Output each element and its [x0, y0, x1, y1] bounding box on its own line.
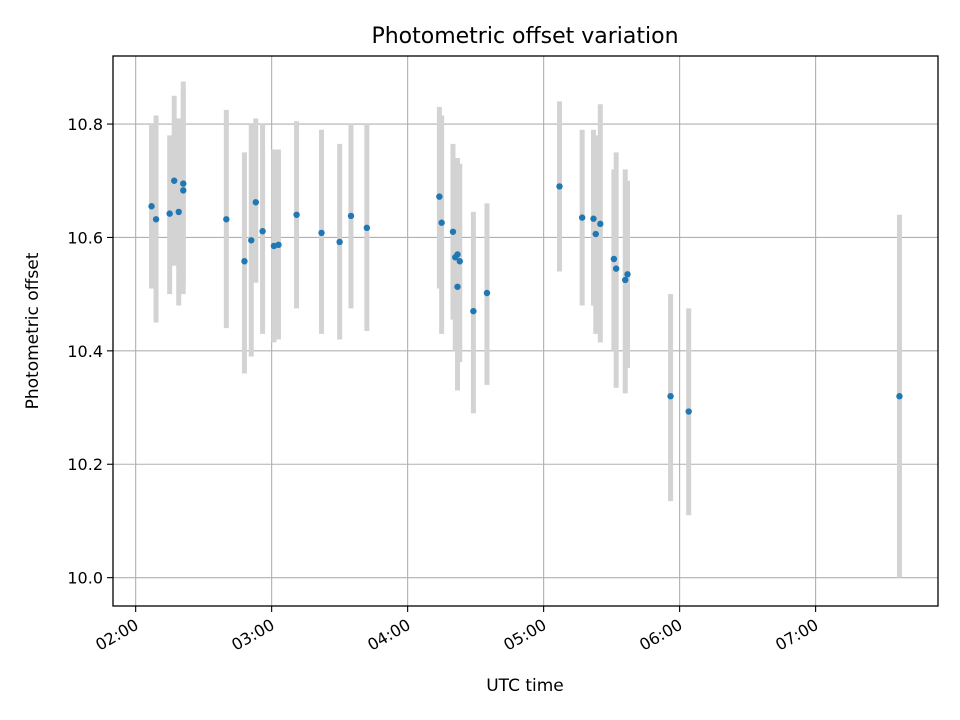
data-point	[685, 408, 692, 415]
y-tick-label: 10.8	[67, 115, 103, 134]
data-point	[363, 224, 371, 232]
y-tick-label: 10.4	[67, 342, 103, 361]
data-point	[170, 177, 178, 184]
data-point	[275, 241, 282, 249]
data-point	[166, 210, 173, 217]
data-point	[667, 393, 674, 400]
data-point	[152, 216, 160, 223]
y-tick-label: 10.0	[67, 569, 103, 588]
data-point	[259, 228, 266, 235]
data-point	[252, 199, 259, 206]
y-axis-label: Photometric offset	[23, 252, 43, 409]
data-point	[454, 283, 461, 290]
x-axis-label: UTC time	[486, 676, 564, 696]
data-point	[336, 238, 343, 246]
data-point	[347, 212, 355, 220]
data-point	[293, 211, 300, 218]
data-point	[248, 237, 255, 244]
data-point	[318, 229, 325, 237]
data-point	[592, 230, 599, 238]
data-point	[456, 258, 463, 265]
data-points	[148, 177, 903, 415]
data-point	[180, 187, 187, 194]
data-point	[622, 276, 629, 284]
data-point	[436, 193, 443, 200]
data-point	[454, 251, 461, 258]
data-point	[449, 228, 457, 235]
data-point	[896, 393, 903, 400]
data-point	[624, 271, 631, 278]
data-point	[438, 219, 445, 226]
data-point	[590, 215, 597, 222]
data-point	[556, 183, 563, 190]
y-tick-label: 10.6	[67, 228, 103, 247]
data-point	[483, 289, 491, 297]
data-point	[223, 216, 230, 223]
plot-frame	[112, 55, 939, 607]
data-point	[578, 214, 586, 221]
data-point	[175, 208, 182, 216]
data-point	[597, 220, 604, 228]
data-point	[470, 307, 477, 315]
data-point	[612, 265, 620, 272]
data-point	[610, 255, 618, 263]
chart-title: Photometric offset variation	[371, 24, 678, 49]
data-point	[241, 258, 248, 265]
y-axis-ticks: 10.0 10.2 10.4 10.6 10.8	[67, 115, 113, 588]
data-point	[180, 180, 187, 187]
y-tick-label: 10.2	[67, 455, 103, 474]
data-point	[148, 203, 155, 210]
